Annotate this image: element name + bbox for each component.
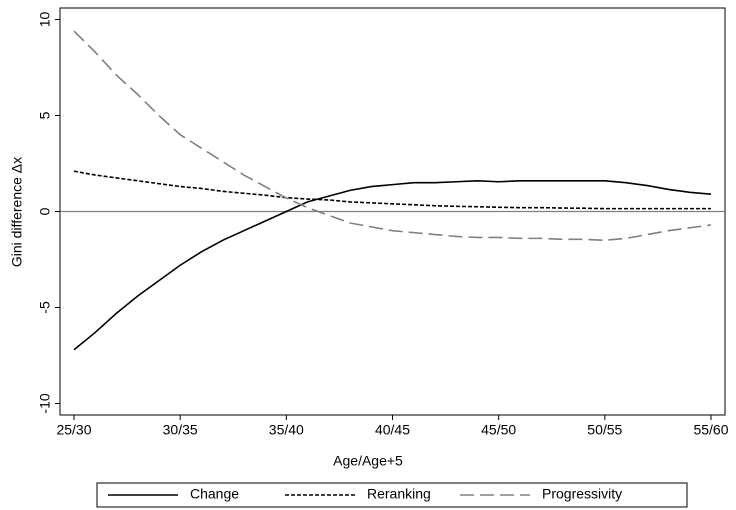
y-axis-label: Gini difference Δx bbox=[9, 157, 25, 267]
line-series bbox=[73, 30, 712, 242]
legend-label: Change bbox=[190, 486, 239, 502]
y-tick-label: -10 bbox=[37, 393, 53, 413]
legend-box bbox=[96, 482, 688, 508]
x-tick-label: 55/60 bbox=[693, 422, 728, 438]
y-tick-label: 5 bbox=[37, 111, 53, 119]
line-series bbox=[73, 179, 712, 351]
legend-label: Reranking bbox=[367, 486, 431, 502]
x-tick-label: 35/40 bbox=[269, 422, 304, 438]
x-axis-label: Age/Age+5 bbox=[333, 453, 403, 469]
x-tick-label: 30/35 bbox=[163, 422, 198, 438]
x-tick-label: 40/45 bbox=[375, 422, 410, 438]
legend-label: Progressivity bbox=[542, 486, 622, 502]
y-tick-label: -5 bbox=[37, 301, 53, 314]
line-series bbox=[73, 170, 711, 210]
x-tick-label: 45/50 bbox=[481, 422, 516, 438]
y-tick-label: 10 bbox=[37, 12, 53, 28]
y-tick-label: 0 bbox=[37, 207, 53, 215]
x-tick-label: 25/30 bbox=[56, 422, 91, 438]
x-tick-label: 50/55 bbox=[587, 422, 622, 438]
